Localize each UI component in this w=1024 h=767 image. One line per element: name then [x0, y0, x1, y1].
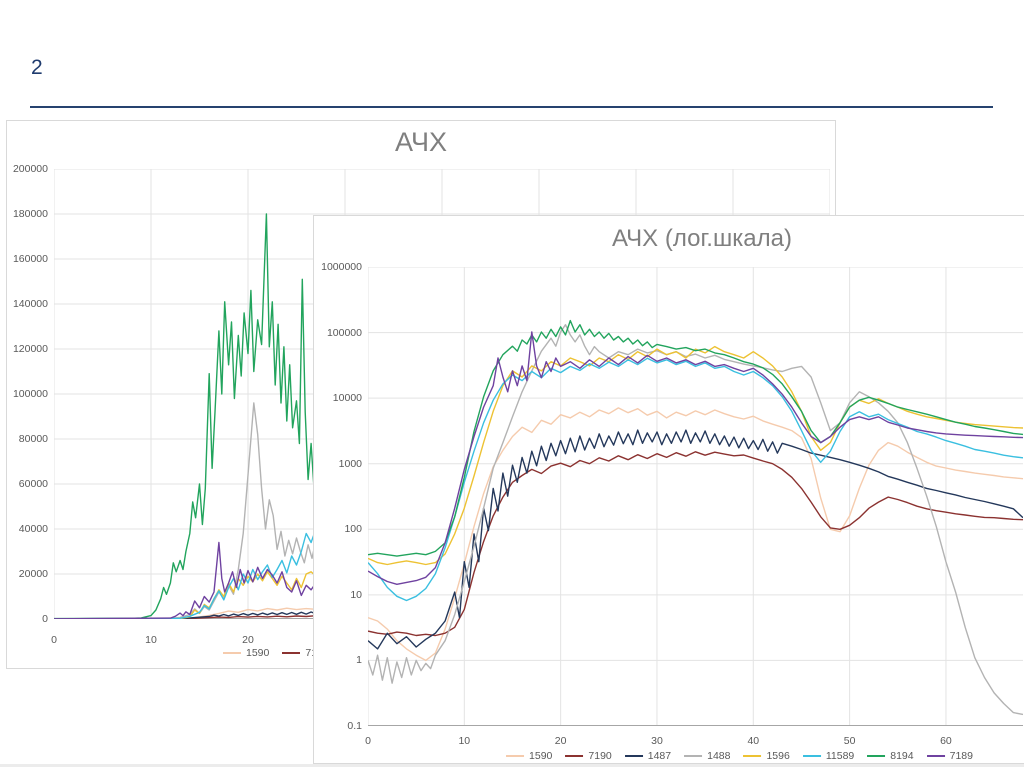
y-tick-label: 80000	[18, 433, 48, 445]
legend-swatch-icon	[565, 755, 584, 757]
legend-swatch-icon	[624, 755, 643, 757]
series-line-1487	[54, 611, 324, 619]
legend-entry: 8194	[867, 750, 914, 762]
legend-entry: 1590	[506, 750, 552, 762]
series-line-7190	[368, 451, 1023, 637]
series-line-7189	[368, 331, 1023, 585]
legend-entry: 1590	[223, 647, 269, 659]
series-line-7189	[54, 541, 325, 619]
x-tick-label: 0	[51, 634, 57, 646]
y-tick-label: 1	[356, 654, 362, 667]
x-tick-label: 60	[940, 735, 952, 747]
series-line-1488	[54, 402, 325, 619]
y-tick-label: 0	[42, 613, 48, 625]
page-number: 2	[31, 56, 43, 79]
y-tick-label: 1000	[338, 457, 362, 470]
x-tick-label: 50	[843, 735, 856, 747]
y-tick-label: 100	[344, 523, 362, 536]
legend-entry: 7190	[565, 750, 612, 762]
legend-entry: 1488	[684, 750, 730, 762]
series-line-11589	[54, 526, 324, 619]
series-line-8194	[368, 319, 1023, 557]
legend-label: 1590	[246, 647, 270, 659]
x-tick-label: 10	[145, 634, 157, 646]
legend-label: 1590	[529, 750, 553, 762]
y-tick-label: 100000	[12, 388, 48, 400]
legend-swatch-icon	[223, 652, 241, 654]
y-tick-label: 40000	[18, 523, 48, 535]
legend-swatch-icon	[282, 652, 301, 654]
series-line-1596	[54, 571, 324, 619]
y-tick-label: 10	[350, 588, 362, 601]
chart-title-linear: АЧХ	[395, 127, 447, 157]
y-tick-label: 1000000	[321, 261, 362, 273]
series-line-1488	[368, 324, 1023, 716]
y-tick-label: 100000	[326, 326, 362, 339]
chart-plot-area	[368, 267, 1023, 726]
y-tick-label: 0.1	[347, 720, 362, 732]
legend-swatch-icon	[802, 755, 821, 757]
legend-label: 11589	[825, 750, 855, 762]
series-line-8194	[54, 213, 325, 619]
y-tick-label: 120000	[12, 343, 48, 355]
legend-label: 1596	[766, 750, 790, 762]
series-line-1487	[368, 429, 1023, 650]
series-line-7190	[54, 615, 324, 619]
x-tick-label: 10	[458, 735, 471, 747]
legend-swatch-icon	[867, 755, 886, 757]
chart-title-log: АЧХ (лог.шкала)	[612, 225, 792, 252]
x-tick-label: 20	[554, 735, 567, 747]
header-rule	[30, 106, 993, 108]
y-tick-label: 20000	[18, 568, 48, 580]
legend-swatch-icon	[506, 755, 525, 757]
legend-swatch-icon	[743, 755, 762, 757]
legend-label: 1487	[647, 750, 672, 762]
y-tick-label: 200000	[12, 163, 48, 175]
legend-label: 8194	[890, 750, 914, 762]
legend-swatch-icon	[926, 755, 945, 757]
chart-legend: 1590 7190 1487 1488 1596 11589 8194 7189	[506, 750, 986, 762]
legend-label: 7190	[588, 750, 612, 762]
y-tick-label: 180000	[12, 208, 48, 220]
legend-entry: 1487	[624, 750, 672, 762]
legend-swatch-icon	[684, 755, 703, 757]
legend-entry: 11589	[802, 750, 855, 762]
legend-entry: 1596	[743, 750, 790, 762]
x-tick-label: 40	[747, 735, 760, 747]
series-line-11589	[368, 357, 1023, 602]
x-tick-label: 0	[365, 735, 371, 747]
x-tick-label: 30	[651, 735, 663, 747]
x-tick-label: 20	[242, 634, 254, 646]
legend-label: 7189	[949, 750, 973, 762]
legend-label: 1488	[707, 750, 731, 762]
chart-panel-log[interactable]: АЧХ (лог.шкала) 1000000 100000 10000 1000 10…	[313, 215, 1024, 764]
y-tick-label: 10000	[332, 392, 362, 405]
legend-entry: 7189	[926, 750, 973, 762]
series-line-1596	[368, 345, 1023, 566]
y-tick-label: 140000	[12, 298, 48, 310]
series-line-1590	[368, 407, 1023, 662]
slide-bottom-edge	[0, 764, 1024, 767]
y-tick-label: 160000	[12, 253, 48, 265]
y-tick-label: 60000	[18, 478, 48, 490]
